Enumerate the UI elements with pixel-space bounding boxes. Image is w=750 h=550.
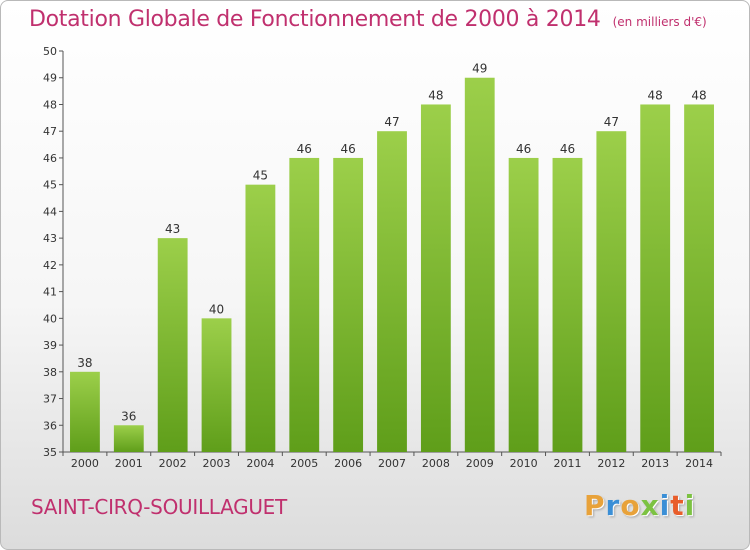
y-tick-label: 43 bbox=[43, 232, 57, 245]
bar-value-label: 46 bbox=[560, 142, 575, 156]
x-tick-label: 2005 bbox=[290, 457, 318, 470]
bar-value-label: 38 bbox=[77, 356, 92, 370]
bar bbox=[508, 157, 539, 452]
chart-title: Dotation Globale de Fonctionnement de 20… bbox=[29, 7, 707, 32]
x-tick-label: 2010 bbox=[510, 457, 538, 470]
x-tick-label: 2008 bbox=[422, 457, 450, 470]
logo-letter: P bbox=[584, 489, 606, 522]
y-tick-label: 47 bbox=[43, 125, 57, 138]
x-tick-label: 2004 bbox=[246, 457, 274, 470]
x-tick-label: 2002 bbox=[159, 457, 187, 470]
x-tick-label: 2001 bbox=[115, 457, 143, 470]
bar-value-label: 47 bbox=[384, 115, 399, 129]
logo-letter: x bbox=[640, 489, 660, 522]
y-tick-label: 40 bbox=[43, 312, 57, 325]
y-tick-label: 36 bbox=[43, 419, 57, 432]
chart-bars: 38 36 43 40 45 46 46 47 48 49 46 46 47 48 48 bbox=[70, 62, 714, 452]
x-tick-label: 2014 bbox=[685, 457, 713, 470]
x-tick-label: 2000 bbox=[71, 457, 99, 470]
chart-unit: (en milliers d'€) bbox=[612, 15, 707, 29]
y-tick-label: 38 bbox=[43, 366, 57, 379]
bar bbox=[464, 77, 495, 452]
bar-value-label: 46 bbox=[340, 142, 355, 156]
x-tick-label: 2003 bbox=[203, 457, 231, 470]
logo-letter: r bbox=[605, 489, 621, 522]
y-tick-label: 35 bbox=[43, 446, 57, 459]
x-tick-label: 2009 bbox=[466, 457, 494, 470]
bar-value-label: 43 bbox=[165, 222, 180, 236]
bar bbox=[552, 157, 583, 452]
bar-value-label: 46 bbox=[516, 142, 531, 156]
bar bbox=[420, 104, 451, 452]
bar-value-label: 49 bbox=[472, 62, 487, 76]
logo-letter: o bbox=[620, 489, 641, 522]
y-tick-label: 37 bbox=[43, 393, 57, 406]
x-tick-label: 2007 bbox=[378, 457, 406, 470]
bar bbox=[377, 131, 407, 452]
bar-value-label: 48 bbox=[691, 88, 706, 102]
bar-value-label: 36 bbox=[121, 409, 136, 423]
bar bbox=[113, 425, 144, 452]
bar-value-label: 45 bbox=[253, 169, 268, 183]
x-tick-label: 2011 bbox=[553, 457, 581, 470]
y-tick-label: 48 bbox=[43, 98, 57, 111]
y-tick-label: 44 bbox=[43, 205, 57, 218]
x-tick-label: 2006 bbox=[334, 457, 362, 470]
bar bbox=[289, 157, 320, 452]
bar-value-label: 48 bbox=[648, 88, 663, 102]
y-tick-label: 39 bbox=[43, 339, 57, 352]
x-tick-label: 2013 bbox=[641, 457, 669, 470]
bar bbox=[684, 104, 714, 452]
bar-value-label: 40 bbox=[209, 302, 224, 316]
logo-letter: i bbox=[659, 489, 671, 522]
y-tick-label: 45 bbox=[43, 179, 57, 192]
bar bbox=[157, 238, 188, 452]
bar bbox=[333, 157, 364, 452]
y-tick-label: 49 bbox=[43, 72, 57, 85]
bar bbox=[70, 371, 100, 452]
bar-value-label: 46 bbox=[297, 142, 312, 156]
bar bbox=[640, 104, 671, 452]
chart-title-text: Dotation Globale de Fonctionnement de 20… bbox=[29, 7, 601, 32]
y-tick-label: 41 bbox=[43, 286, 57, 299]
bar-value-label: 47 bbox=[604, 115, 619, 129]
bar bbox=[245, 184, 276, 452]
chart-axes: 35 36 37 38 39 40 41 42 43 44 45 46 47 48 49 50 2000 2001… bbox=[43, 45, 722, 470]
y-tick-label: 42 bbox=[43, 259, 57, 272]
x-tick-label: 2012 bbox=[597, 457, 625, 470]
y-tick-label: 46 bbox=[43, 152, 57, 165]
bar-value-label: 48 bbox=[428, 88, 443, 102]
bar bbox=[596, 131, 627, 452]
commune-name: SAINT-CIRQ-SOUILLAGUET bbox=[31, 495, 287, 519]
proxiti-logo[interactable]: Proxiti bbox=[584, 489, 695, 522]
bar bbox=[201, 318, 232, 452]
y-tick-label: 50 bbox=[43, 45, 57, 58]
logo-letter: t bbox=[670, 489, 685, 522]
logo-letter: i bbox=[684, 489, 696, 522]
